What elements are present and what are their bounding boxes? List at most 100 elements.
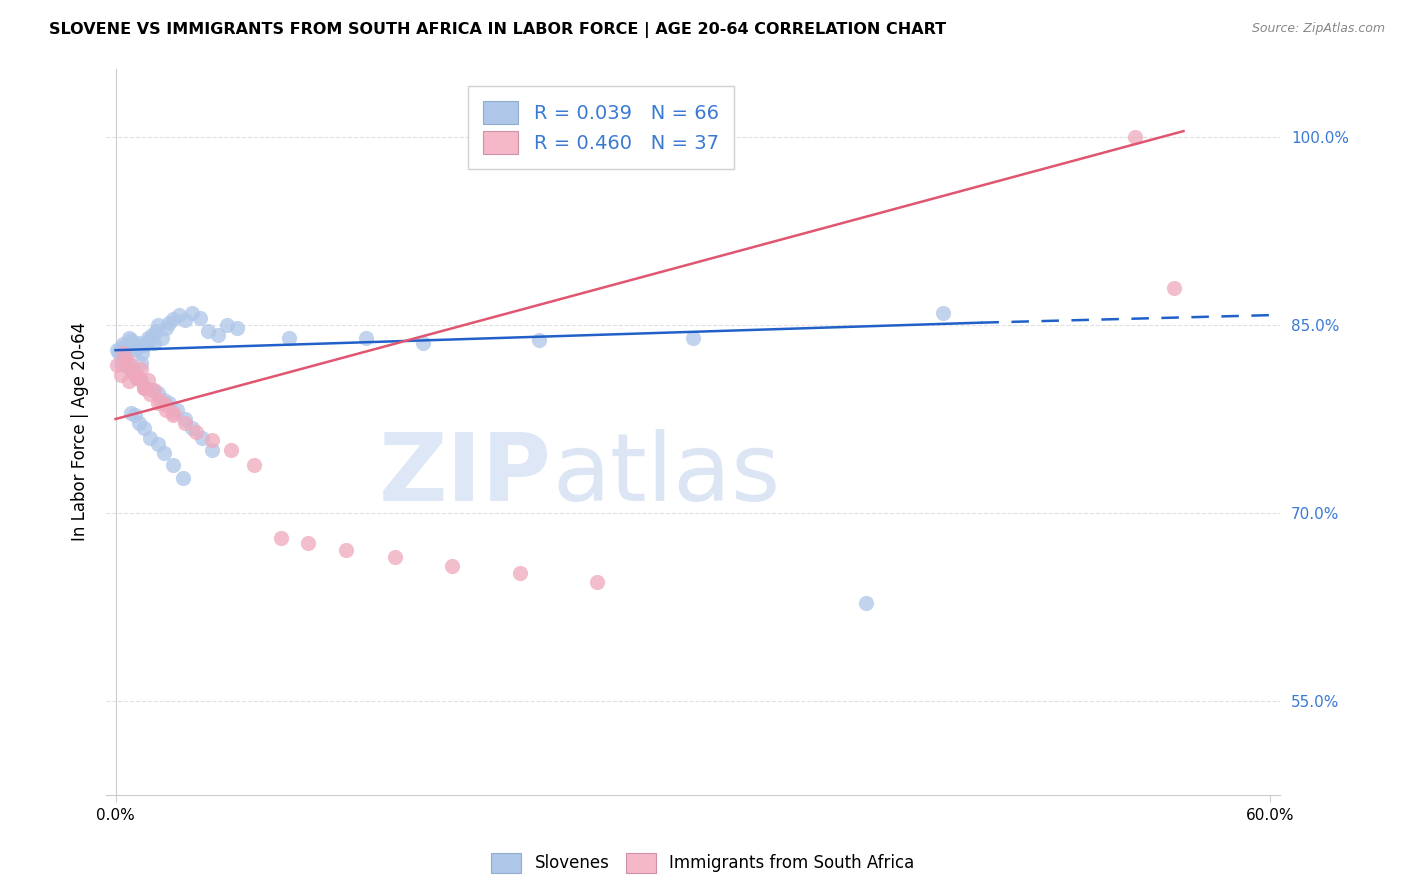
Point — [166, 403, 188, 417]
Point — [134, 421, 156, 435]
Point — [181, 421, 204, 435]
Point — [143, 383, 166, 397]
Point — [110, 341, 132, 355]
Point — [128, 335, 150, 350]
Point — [157, 396, 180, 410]
Point — [114, 348, 136, 362]
Point — [527, 333, 550, 347]
Point — [118, 331, 141, 345]
Point — [188, 310, 211, 325]
Point — [150, 331, 173, 345]
Point — [146, 396, 169, 410]
Point — [114, 356, 136, 370]
Point — [162, 406, 184, 420]
Point — [112, 337, 135, 351]
Point — [197, 325, 219, 339]
Point — [181, 305, 204, 319]
Point — [152, 393, 174, 408]
Point — [108, 345, 131, 359]
Y-axis label: In Labor Force | Age 20-64: In Labor Force | Age 20-64 — [72, 322, 89, 541]
Point — [219, 443, 242, 458]
Point — [124, 343, 146, 358]
Point — [173, 416, 195, 430]
Point — [128, 416, 150, 430]
Point — [134, 381, 156, 395]
Point — [682, 331, 704, 345]
Point — [118, 360, 141, 375]
Point — [112, 345, 135, 359]
Point — [855, 596, 877, 610]
Point — [139, 333, 162, 347]
Point — [110, 368, 132, 383]
Point — [120, 406, 142, 420]
Point — [149, 393, 172, 408]
Point — [124, 409, 146, 423]
Point — [167, 308, 190, 322]
Point — [162, 409, 184, 423]
Point — [115, 338, 138, 352]
Point — [335, 543, 357, 558]
Point — [143, 335, 166, 350]
Point — [441, 558, 464, 573]
Point — [162, 311, 184, 326]
Point — [134, 381, 156, 395]
Point — [115, 353, 138, 368]
Point — [173, 412, 195, 426]
Point — [120, 333, 142, 347]
Point — [135, 381, 157, 395]
Point — [129, 373, 152, 387]
Point — [125, 370, 148, 384]
Point — [121, 366, 143, 380]
Point — [139, 431, 162, 445]
Point — [277, 331, 299, 345]
Point — [155, 320, 177, 334]
Point — [201, 443, 224, 458]
Point — [125, 341, 148, 355]
Point — [225, 320, 247, 334]
Point — [136, 373, 159, 387]
Point — [155, 398, 177, 412]
Point — [201, 434, 224, 448]
Point — [110, 356, 132, 370]
Point — [162, 458, 184, 473]
Point — [152, 446, 174, 460]
Point — [384, 549, 406, 564]
Point — [146, 318, 169, 333]
Point — [146, 437, 169, 451]
Point — [141, 328, 163, 343]
Point — [141, 383, 163, 397]
Text: Source: ZipAtlas.com: Source: ZipAtlas.com — [1251, 22, 1385, 36]
Point — [129, 356, 152, 370]
Point — [139, 387, 162, 401]
Point — [125, 370, 148, 384]
Point — [155, 403, 177, 417]
Point — [173, 313, 195, 327]
Point — [131, 345, 153, 359]
Point — [136, 331, 159, 345]
Point — [412, 335, 434, 350]
Point — [354, 331, 377, 345]
Point — [128, 370, 150, 384]
Point — [1163, 280, 1185, 294]
Text: atlas: atlas — [553, 429, 780, 521]
Point — [145, 325, 167, 339]
Point — [270, 531, 292, 545]
Text: ZIP: ZIP — [380, 429, 553, 521]
Point — [191, 431, 214, 445]
Point — [146, 385, 169, 400]
Point — [1125, 130, 1147, 145]
Point — [107, 358, 129, 372]
Point — [121, 366, 143, 380]
Text: SLOVENE VS IMMIGRANTS FROM SOUTH AFRICA IN LABOR FORCE | AGE 20-64 CORRELATION C: SLOVENE VS IMMIGRANTS FROM SOUTH AFRICA … — [49, 22, 946, 38]
Point — [129, 362, 152, 376]
Point — [114, 358, 136, 372]
Point — [509, 566, 531, 580]
Point — [134, 338, 156, 352]
Point — [124, 366, 146, 380]
Point — [107, 343, 129, 358]
Legend: R = 0.039   N = 66, R = 0.460   N = 37: R = 0.039 N = 66, R = 0.460 N = 37 — [468, 86, 734, 169]
Point — [217, 318, 239, 333]
Point — [932, 305, 955, 319]
Legend: Slovenes, Immigrants from South Africa: Slovenes, Immigrants from South Africa — [485, 847, 921, 880]
Point — [135, 337, 157, 351]
